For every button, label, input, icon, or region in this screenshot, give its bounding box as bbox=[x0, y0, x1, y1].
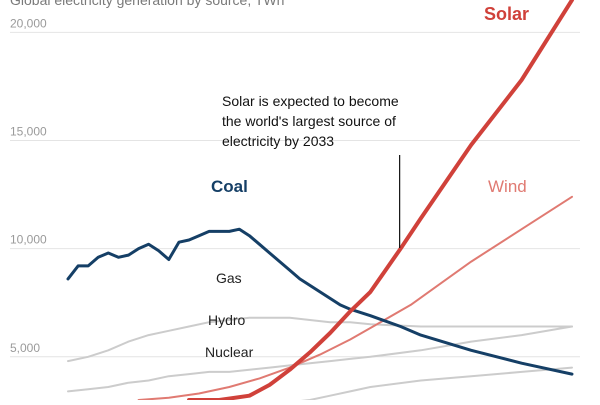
coal-series-line bbox=[66, 227, 574, 376]
wind-series-line bbox=[137, 195, 573, 401]
solar-series-line bbox=[187, 0, 574, 402]
nuclear-series-line bbox=[233, 366, 573, 405]
annotation-text-line: electricity by 2033 bbox=[222, 133, 334, 149]
y-tick-label: 20,000 bbox=[10, 16, 47, 30]
y-tick-labels: 5,000 10,000 15,000 20,000 bbox=[10, 16, 47, 354]
y-tick-label: 15,000 bbox=[10, 125, 47, 139]
hydro-series-label: Hydro bbox=[208, 312, 246, 328]
annotation-text-line: the world's largest source of bbox=[222, 113, 396, 129]
wind-series-label: Wind bbox=[488, 177, 527, 196]
annotation: Solar is expected to become the world's l… bbox=[222, 93, 401, 248]
gas-series-line bbox=[67, 316, 573, 363]
y-tick-label: 10,000 bbox=[10, 233, 47, 247]
gas-series-label: Gas bbox=[216, 270, 242, 286]
annotation-text-line: Solar is expected to become bbox=[222, 93, 399, 109]
series-lines bbox=[66, 0, 574, 405]
gridlines bbox=[10, 31, 580, 358]
nuclear-series-label: Nuclear bbox=[205, 344, 254, 360]
coal-series-label: Coal bbox=[211, 177, 248, 196]
series-labels: Solar Wind Coal Gas Hydro Nuclear bbox=[205, 4, 529, 360]
hydro-series-line bbox=[67, 325, 573, 393]
chart-subtitle: Global electricity generation by source,… bbox=[10, 0, 284, 8]
solar-series-label: Solar bbox=[484, 4, 529, 24]
y-tick-label: 5,000 bbox=[10, 341, 40, 355]
